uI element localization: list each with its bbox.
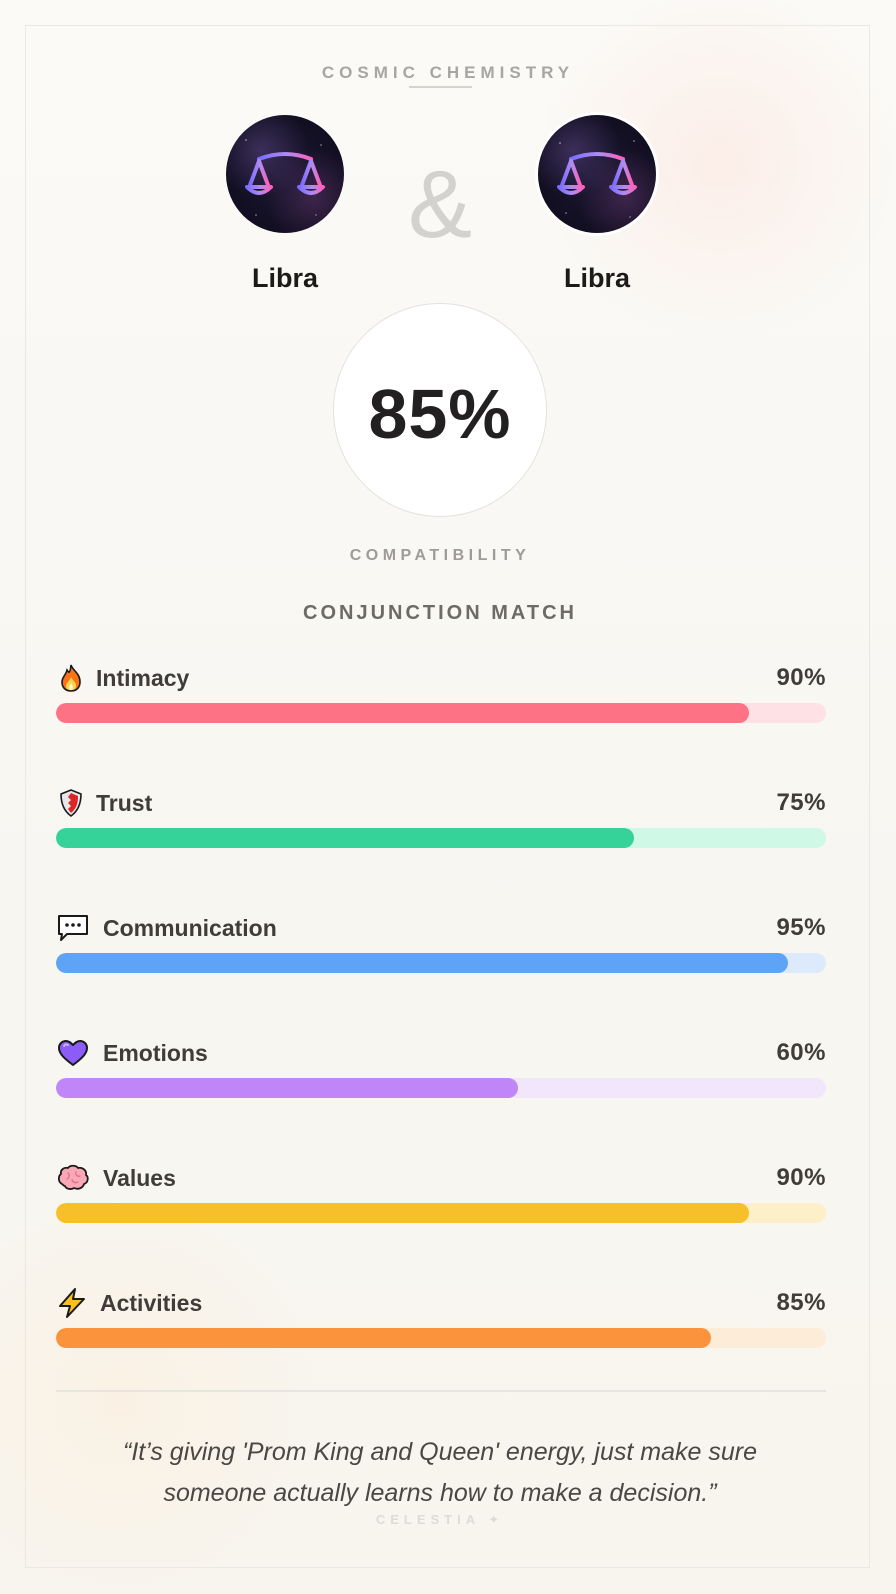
metric-label: Activities [100,1289,203,1316]
lightning-icon [56,1288,88,1318]
shield-icon [56,788,86,818]
metric-value: 60% [776,1039,826,1066]
metric-communication: Communication 95% [56,911,826,981]
compatibility-score-value: 85% [368,375,512,453]
libra-avatar-right [538,115,656,233]
progress-bar-track [56,1328,826,1348]
metric-label: Intimacy [96,664,190,691]
metric-emotions: Emotions 60% [56,1036,826,1106]
sign-name-right: Libra [563,263,630,293]
libra-scales-icon [557,140,637,218]
progress-bar-fill [56,703,749,723]
metric-value: 90% [776,664,826,691]
compatibility-score-circle: 85% [333,303,547,517]
eyebrow-title: COSMIC CHEMISTRY [321,63,575,82]
metric-intimacy: Intimacy 90% [56,661,826,731]
brain-icon [56,1163,90,1193]
progress-bar-track [56,703,826,723]
brand-watermark: CELESTIA ✦ [375,1512,505,1527]
libra-scales-icon [245,139,325,216]
sign-name-left: Libra [251,263,318,293]
progress-bar-track [56,1078,826,1098]
metric-label: Emotions [103,1039,208,1066]
purple-heart-icon [56,1038,90,1068]
metric-value: 85% [776,1289,826,1316]
speech-bubble-icon [56,913,90,943]
progress-bar-fill [56,828,634,848]
metric-value: 95% [776,914,826,941]
compatibility-label: COMPATIBILITY [349,547,531,564]
fire-icon [56,663,86,693]
metric-value: 90% [776,1164,826,1191]
metric-label: Values [103,1164,176,1191]
metric-label: Communication [103,914,277,941]
metric-values: Values 90% [56,1161,826,1231]
section-divider [56,1390,826,1392]
metric-activities: Activities 85% [56,1286,826,1356]
progress-bar-track [56,953,826,973]
progress-bar-fill [56,1203,749,1223]
metric-value: 75% [776,789,826,816]
eyebrow-underline [409,86,472,88]
progress-bar-fill [56,953,788,973]
progress-bar-fill [56,1328,711,1348]
progress-bar-fill [56,1078,518,1098]
metric-label: Trust [96,789,153,816]
progress-bar-track [56,828,826,848]
compatibility-card [25,25,870,1568]
metric-trust: Trust 75% [56,786,826,856]
libra-avatar-left [226,115,344,233]
section-title: CONJUNCTION MATCH [303,602,577,624]
compatibility-quote: “It’s giving 'Prom King and Queen' energ… [123,1438,757,1507]
ampersand-connector: & [407,151,473,258]
progress-bar-track [56,1203,826,1223]
